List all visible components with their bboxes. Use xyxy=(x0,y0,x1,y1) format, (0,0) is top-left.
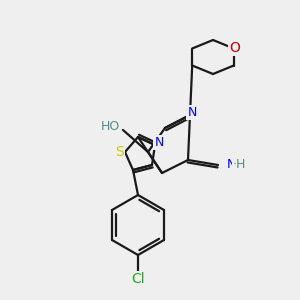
Text: Cl: Cl xyxy=(131,272,145,286)
Text: ·H: ·H xyxy=(233,158,246,172)
Text: N: N xyxy=(154,136,164,148)
Text: S: S xyxy=(116,145,124,159)
Text: HO: HO xyxy=(101,119,120,133)
Text: N: N xyxy=(187,106,197,118)
Text: N: N xyxy=(227,158,236,172)
Text: O: O xyxy=(229,40,240,55)
